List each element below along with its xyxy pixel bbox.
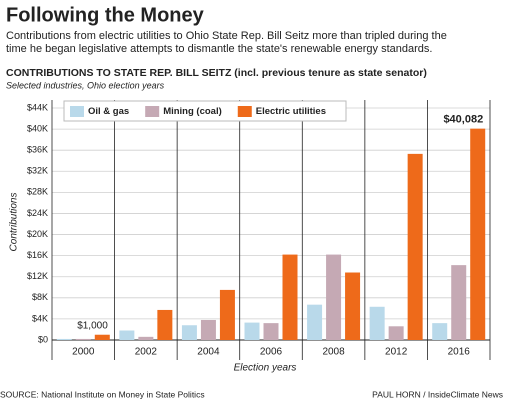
data-label: $1,000 <box>77 320 108 331</box>
bar <box>56 338 72 340</box>
y-tick-label: $8K <box>32 292 48 302</box>
bar <box>94 334 110 340</box>
y-tick-label: $0 <box>38 334 48 344</box>
bar <box>244 322 260 340</box>
legend-swatch <box>145 106 160 117</box>
bar <box>326 254 342 340</box>
x-tick-label: 2004 <box>197 347 220 358</box>
bar <box>119 330 135 340</box>
legend-label: Electric utilities <box>256 106 326 117</box>
bar <box>470 128 486 340</box>
chart-title: CONTRIBUTIONS TO STATE REP. BILL SEITZ (… <box>6 67 427 79</box>
y-axis-label: Contributions <box>9 193 20 252</box>
bar <box>345 272 361 340</box>
x-tick-label: 2002 <box>135 347 158 358</box>
x-tick-label: 2008 <box>322 347 345 358</box>
y-tick-label: $28K <box>27 187 48 197</box>
y-tick-label: $4K <box>32 313 48 323</box>
bar <box>282 254 298 340</box>
legend-label: Oil & gas <box>88 106 129 117</box>
bar <box>407 153 423 340</box>
x-tick-label: 2006 <box>260 347 283 358</box>
x-tick-label: 2016 <box>448 347 471 358</box>
bar <box>138 336 154 340</box>
y-tick-label: $44K <box>27 102 48 112</box>
data-label: $40,082 <box>443 114 483 126</box>
source: SOURCE: National Institute on Money in S… <box>0 389 205 399</box>
y-tick-label: $32K <box>27 166 48 176</box>
y-tick-label: $40K <box>27 123 48 133</box>
chart-subtitle: Selected industries, Ohio election years <box>6 80 165 90</box>
subtitle: time he began legislative attempts to di… <box>6 43 432 55</box>
bar <box>369 306 385 340</box>
y-tick-label: $24K <box>27 208 48 218</box>
y-tick-label: $12K <box>27 271 48 281</box>
bar <box>432 323 448 340</box>
bar <box>181 325 197 340</box>
x-axis-label: Election years <box>234 363 297 374</box>
x-tick-label: 2012 <box>385 347 408 358</box>
y-tick-label: $20K <box>27 229 48 239</box>
legend-label: Mining (coal) <box>163 106 222 117</box>
bar <box>451 265 467 340</box>
bar <box>388 326 404 340</box>
bar <box>75 338 91 340</box>
x-tick-label: 2000 <box>72 347 95 358</box>
legend-swatch <box>70 106 84 117</box>
bar <box>307 304 323 340</box>
legend-swatch <box>237 106 252 117</box>
title: Following the Money <box>6 4 205 26</box>
bar <box>263 323 279 340</box>
bar <box>157 309 173 340</box>
plot-background <box>52 100 490 340</box>
y-tick-label: $16K <box>27 250 48 260</box>
bar <box>200 319 216 340</box>
y-tick-label: $36K <box>27 145 48 155</box>
legend-box <box>63 100 347 122</box>
bar <box>219 289 235 340</box>
credit: PAUL HORN / InsideClimate News <box>372 389 503 399</box>
subtitle: Contributions from electric utilities to… <box>6 30 447 42</box>
